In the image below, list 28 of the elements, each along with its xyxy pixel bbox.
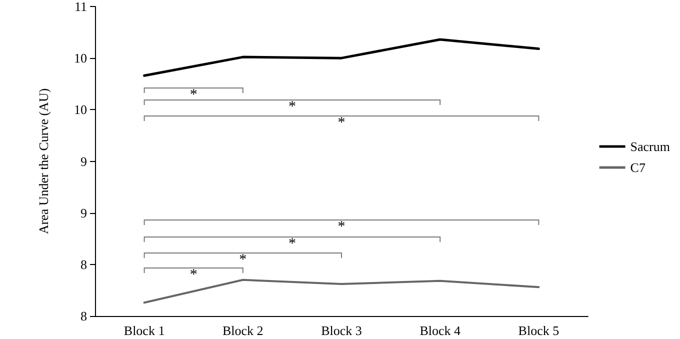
annotation: * [338, 219, 346, 235]
significance-bracket: * [144, 267, 244, 283]
y-tick-label: 9 [80, 154, 87, 169]
annotation: * [239, 252, 247, 268]
significance-bracket: * [144, 219, 540, 235]
significance-bracket: * [144, 115, 540, 131]
annotation: * [288, 99, 296, 115]
x-tick-label: Block 1 [124, 323, 165, 338]
y-tick-label: 11 [74, 0, 87, 14]
annotation: * [190, 267, 198, 283]
y-axis-title: Area Under the Curve (AU) [36, 88, 51, 234]
line-series [143, 38, 540, 77]
x-tick-label: Block 4 [420, 323, 461, 338]
y-tick-label: 9 [80, 205, 87, 220]
legend-label: C7 [630, 160, 646, 175]
y-tick-label: 8 [80, 308, 87, 324]
legend-label: Sacrum [630, 139, 670, 154]
x-tick-label: Block 3 [321, 323, 362, 338]
y-tick-label: 10 [74, 50, 87, 66]
significance-bracket: * [144, 252, 342, 268]
annotation: * [288, 236, 296, 252]
x-tick-label: Block 2 [222, 323, 264, 338]
x-tick-label: Block 5 [518, 323, 560, 338]
annotation: * [338, 115, 346, 131]
y-tick-label: 10 [74, 102, 87, 118]
significance-bracket: * [144, 236, 441, 252]
line-series [143, 278, 540, 304]
y-tick-label: 8 [80, 256, 87, 272]
